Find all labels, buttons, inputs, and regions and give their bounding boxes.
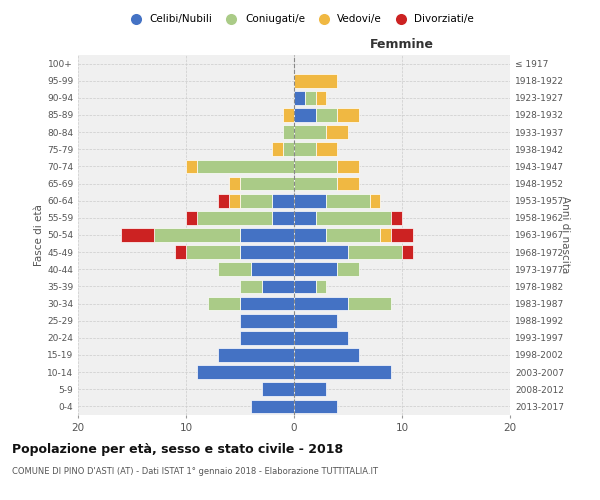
Bar (337, 160, 359, 173)
Bar (294, 366, 391, 379)
Bar (316, 108, 337, 122)
Bar (316, 142, 337, 156)
Bar (240, 246, 294, 259)
Bar (272, 211, 294, 224)
Bar (154, 228, 240, 242)
Bar (326, 126, 348, 139)
Bar (197, 211, 272, 224)
Bar (240, 280, 262, 293)
Bar (197, 366, 294, 379)
Bar (348, 246, 402, 259)
Bar (294, 400, 337, 413)
Bar (326, 194, 370, 207)
Bar (240, 194, 272, 207)
Bar (337, 108, 359, 122)
Bar (240, 176, 294, 190)
Bar (294, 74, 337, 88)
Bar (316, 91, 326, 104)
Bar (402, 246, 413, 259)
Bar (262, 382, 294, 396)
Bar (380, 228, 391, 242)
Bar (294, 296, 348, 310)
Bar (294, 331, 348, 344)
Bar (218, 262, 251, 276)
Bar (294, 176, 337, 190)
Bar (251, 400, 294, 413)
Bar (251, 262, 294, 276)
Bar (186, 160, 197, 173)
Bar (294, 194, 326, 207)
Bar (229, 194, 240, 207)
Bar (218, 194, 229, 207)
Bar (326, 228, 380, 242)
Text: Femmine: Femmine (370, 38, 434, 52)
Bar (197, 160, 294, 173)
Bar (294, 246, 348, 259)
Bar (186, 211, 197, 224)
Bar (305, 91, 316, 104)
Bar (294, 211, 316, 224)
Text: Popolazione per età, sesso e stato civile - 2018: Popolazione per età, sesso e stato civil… (12, 442, 343, 456)
Bar (391, 228, 413, 242)
Bar (272, 142, 283, 156)
Bar (208, 296, 240, 310)
Bar (294, 126, 326, 139)
Bar (294, 228, 326, 242)
Bar (294, 280, 316, 293)
Bar (294, 160, 337, 173)
Bar (240, 296, 294, 310)
Bar (283, 142, 294, 156)
Bar (294, 314, 337, 328)
Bar (391, 211, 402, 224)
Bar (316, 280, 326, 293)
Bar (240, 228, 294, 242)
Bar (121, 228, 154, 242)
Bar (262, 280, 294, 293)
Bar (229, 176, 240, 190)
Bar (294, 382, 326, 396)
Text: COMUNE DI PINO D'ASTI (AT) - Dati ISTAT 1° gennaio 2018 - Elaborazione TUTTITALI: COMUNE DI PINO D'ASTI (AT) - Dati ISTAT … (12, 468, 378, 476)
Legend: Celibi/Nubili, Coniugati/e, Vedovi/e, Divorziati/e: Celibi/Nubili, Coniugati/e, Vedovi/e, Di… (122, 10, 478, 29)
Bar (283, 126, 294, 139)
Bar (175, 246, 186, 259)
Bar (348, 296, 391, 310)
Bar (294, 348, 359, 362)
Bar (240, 314, 294, 328)
Bar (294, 91, 305, 104)
Bar (294, 108, 316, 122)
Bar (294, 142, 316, 156)
Bar (240, 331, 294, 344)
Bar (370, 194, 380, 207)
Y-axis label: Fasce di età: Fasce di età (34, 204, 44, 266)
Bar (316, 211, 391, 224)
Bar (337, 262, 359, 276)
Bar (337, 176, 359, 190)
Bar (272, 194, 294, 207)
Y-axis label: Anni di nascita: Anni di nascita (560, 196, 569, 274)
Bar (186, 246, 240, 259)
Bar (218, 348, 294, 362)
Bar (294, 262, 337, 276)
Bar (283, 108, 294, 122)
